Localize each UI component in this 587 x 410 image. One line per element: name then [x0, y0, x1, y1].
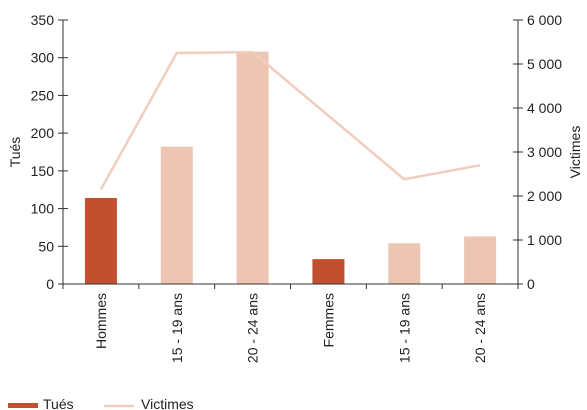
x-tick-label: 20 - 24 ans [472, 293, 488, 363]
bar-2 [236, 51, 269, 285]
right-tick-label: 5 000 [527, 56, 562, 72]
legend-label-victimes: Victimes [141, 396, 194, 410]
right-axis-title: Victimes [567, 126, 583, 179]
left-tick-label: 300 [31, 50, 55, 66]
legend-label-tues: Tués [43, 396, 74, 410]
right-tick-label: 3 000 [527, 144, 562, 160]
left-tick-label: 100 [31, 201, 55, 217]
bar-4 [388, 243, 421, 284]
left-tick-label: 50 [38, 238, 54, 254]
x-tick-label: Femmes [320, 293, 336, 347]
right-tick-label: 0 [527, 276, 535, 292]
bar-3 [312, 259, 345, 284]
x-tick-label: Hommes [93, 293, 109, 349]
legend: Tués Victimes [8, 396, 194, 410]
right-tick-label: 6 000 [527, 12, 562, 28]
ticks-layer: 0 50 100 150 200 250 300 350 0 1 000 2 000 3 000 4 0… [31, 12, 563, 363]
victimes-line-segment-0 [99, 50, 481, 191]
x-tick-label: 20 - 24 ans [245, 293, 261, 363]
right-tick-label: 1 000 [527, 232, 562, 248]
x-tick-label: 15 - 19 ans [169, 293, 185, 363]
left-tick-label: 150 [31, 163, 55, 179]
left-tick-label: 0 [46, 276, 54, 292]
line-layer [99, 50, 481, 191]
left-tick-label: 350 [31, 12, 55, 28]
bar-5 [464, 236, 497, 284]
bars-layer [84, 51, 497, 285]
left-tick-label: 200 [31, 125, 55, 141]
right-tick-label: 2 000 [527, 188, 562, 204]
axes-layer [62, 20, 519, 285]
x-tick-label: 15 - 19 ans [396, 293, 412, 363]
left-tick-label: 250 [31, 87, 55, 103]
left-axis-title: Tués [7, 137, 23, 168]
bar-1 [160, 146, 193, 284]
bar-0 [84, 198, 117, 284]
right-tick-label: 4 000 [527, 100, 562, 116]
legend-swatch-tues [8, 403, 38, 408]
